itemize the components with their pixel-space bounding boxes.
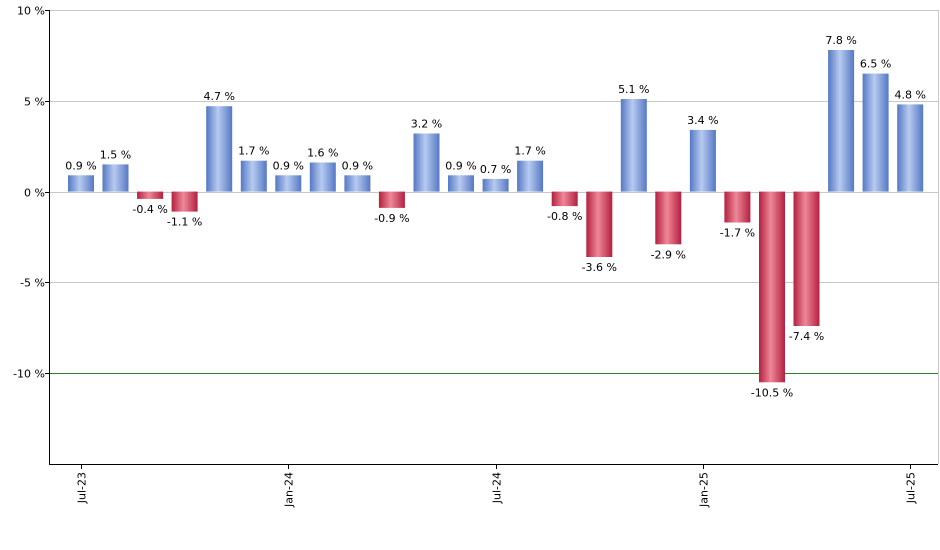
data-label: -1.7 %	[720, 227, 755, 240]
data-label: -2.9 %	[651, 248, 686, 261]
data-label: -1.1 %	[167, 216, 202, 229]
bar	[275, 175, 302, 192]
y-tick-label: -5 %	[20, 277, 45, 290]
bar	[68, 175, 94, 192]
y-tick-label: 0 %	[24, 187, 45, 200]
bar	[448, 175, 474, 192]
data-labels: 0.9 %1.5 %-0.4 %-1.1 %4.7 %1.7 %0.9 %1.6…	[65, 34, 926, 399]
bar	[620, 99, 647, 192]
data-label: -0.9 %	[374, 212, 409, 225]
data-label: 3.4 %	[687, 114, 718, 127]
axes: 10 % 5 % 0 % -5 % -10 % Jul-23 Jan-24 Jul-24 Jan…	[13, 5, 939, 508]
bar	[309, 162, 336, 192]
data-label: 0.9 %	[273, 159, 304, 172]
y-tick-label: 10 %	[17, 5, 45, 18]
bar	[724, 191, 751, 223]
bar	[137, 191, 164, 199]
y-tick-label: 5 %	[24, 96, 45, 109]
data-label: 1.6 %	[307, 147, 338, 160]
bar	[551, 191, 578, 207]
bar	[586, 191, 613, 257]
x-tick-label: Jul-25	[905, 472, 918, 504]
bar	[828, 50, 855, 192]
data-label: 0.7 %	[480, 163, 511, 176]
bar	[413, 133, 440, 192]
bar	[102, 164, 129, 192]
data-label: 0.9 %	[342, 159, 373, 172]
bar	[171, 191, 198, 212]
data-label: -3.6 %	[582, 261, 617, 274]
bar	[759, 191, 785, 383]
bar	[482, 178, 509, 192]
bar	[206, 106, 233, 192]
data-label: 7.8 %	[825, 34, 856, 47]
data-label: -10.5 %	[751, 386, 793, 399]
bar	[689, 129, 716, 192]
bar	[655, 191, 682, 245]
data-label: 5.1 %	[618, 83, 649, 96]
data-label: 1.5 %	[100, 148, 131, 161]
bar	[897, 104, 924, 192]
data-label: 0.9 %	[445, 159, 476, 172]
x-tick-label: Jul-23	[76, 472, 89, 504]
data-label: 1.7 %	[514, 145, 545, 158]
data-label: -0.4 %	[132, 203, 167, 216]
x-tick-label: Jul-24	[491, 472, 504, 504]
bar	[862, 73, 889, 192]
data-label: 0.9 %	[65, 159, 96, 172]
data-label: 4.8 %	[894, 88, 925, 101]
y-tick-label: -10 %	[13, 368, 45, 381]
data-label: 6.5 %	[860, 58, 891, 71]
bar	[344, 175, 371, 192]
bar	[240, 160, 267, 192]
x-tick-label: Jan-24	[283, 472, 296, 508]
data-label: 3.2 %	[411, 118, 442, 131]
data-label: 1.7 %	[238, 145, 269, 158]
data-label: 4.7 %	[203, 90, 234, 103]
bar	[793, 191, 820, 326]
bars	[68, 50, 924, 383]
data-label: -0.8 %	[547, 210, 582, 223]
bar	[517, 160, 544, 192]
bar	[378, 191, 405, 208]
data-label: -7.4 %	[789, 330, 824, 343]
x-tick-label: Jan-25	[698, 472, 711, 508]
